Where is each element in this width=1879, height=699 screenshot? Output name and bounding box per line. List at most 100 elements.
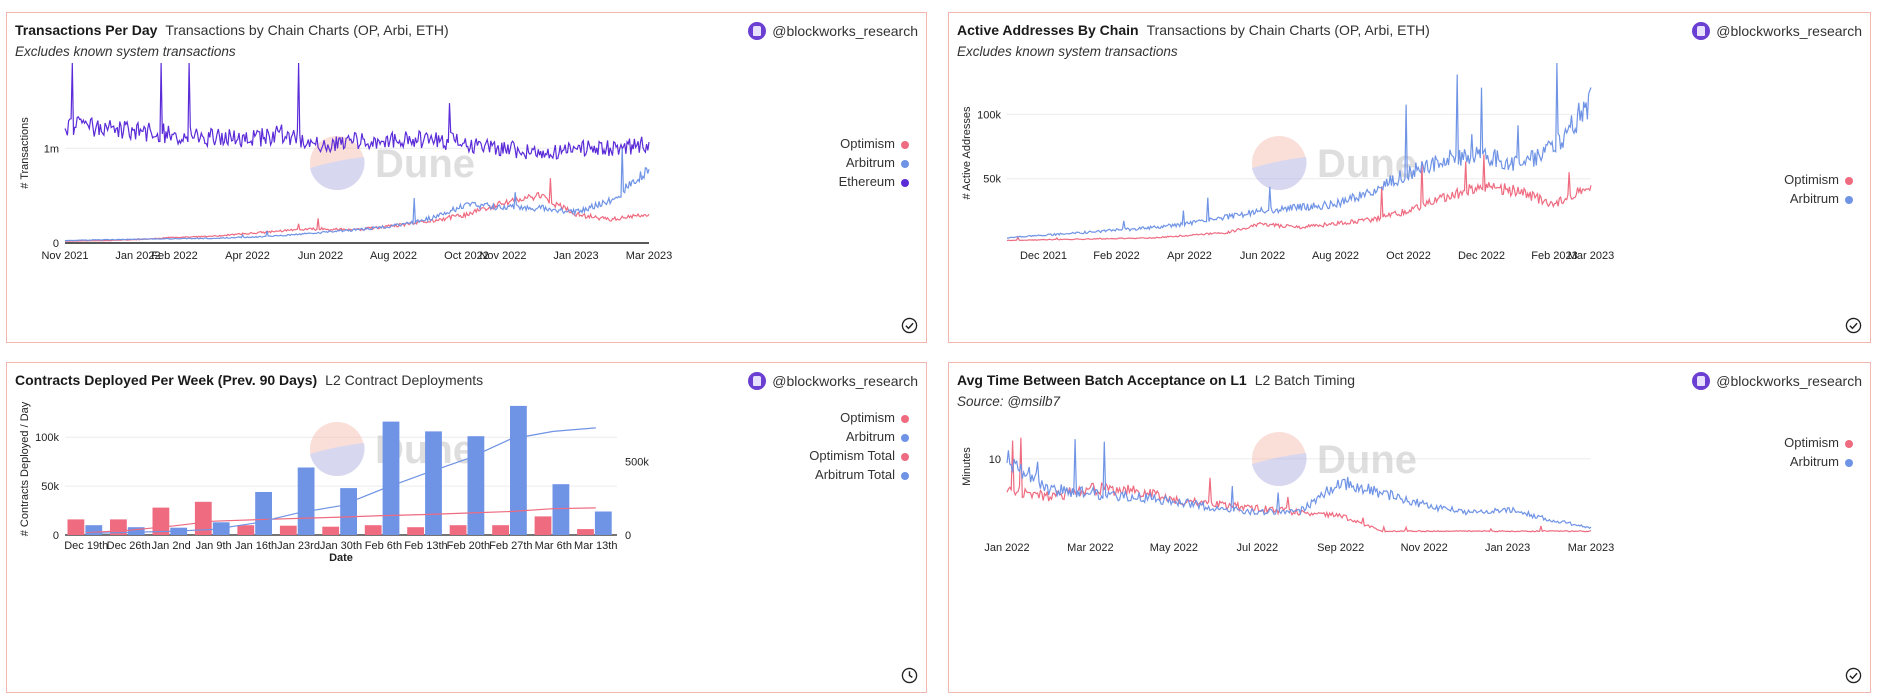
x-tick-label: Mar 2023: [1568, 250, 1614, 262]
author-link[interactable]: @blockworks_research: [1692, 22, 1862, 40]
x-tick-label: Jul 2022: [1236, 542, 1278, 554]
legend-item[interactable]: Arbitrum: [1784, 452, 1853, 471]
dune-watermark-icon: Dune: [310, 422, 475, 477]
legend-label: Optimism: [1784, 435, 1839, 450]
panel-subtitle[interactable]: Transactions by Chain Charts (OP, Arbi, …: [1146, 22, 1430, 38]
y-axis-label: # Contracts Deployed / Day: [19, 401, 31, 536]
author-link[interactable]: @blockworks_research: [748, 372, 918, 390]
watermark-text: Dune: [1317, 438, 1417, 482]
panel-subtitle[interactable]: L2 Contract Deployments: [325, 372, 484, 388]
author-link[interactable]: @blockworks_research: [1692, 372, 1862, 390]
watermark-text: Dune: [375, 142, 475, 186]
panel-subtitle[interactable]: Transactions by Chain Charts (OP, Arbi, …: [165, 22, 449, 38]
legend-item[interactable]: Optimism: [1784, 433, 1853, 452]
clock-icon[interactable]: [901, 667, 918, 684]
author-name[interactable]: @blockworks_research: [1716, 373, 1862, 389]
bar: [67, 519, 85, 535]
chart-panel-active-addresses: Active Addresses By Chain Transactions by…: [948, 12, 1871, 343]
x-tick-label: Jan 23rd: [277, 540, 320, 552]
x-tick-label: Sep 2022: [1317, 542, 1364, 554]
check-circle-icon[interactable]: [1845, 667, 1862, 684]
bar: [237, 525, 255, 535]
y-axis-label: # Transactions: [19, 117, 31, 189]
chart-legend: Optimism Arbitrum: [1784, 433, 1853, 471]
legend-dot-icon: [1845, 176, 1853, 185]
x-tick-label: Feb 6th: [365, 540, 402, 552]
x-tick-label: Jan 2022: [115, 250, 160, 262]
y-tick-label: 1m: [44, 143, 59, 155]
series-line: [1006, 154, 1592, 242]
bar: [534, 516, 552, 535]
series-line: [64, 62, 650, 160]
bar: [340, 488, 357, 535]
y2-tick-label: 500k: [625, 457, 649, 469]
x-tick-label: Mar 2023: [1568, 542, 1614, 554]
x-tick-label: Dec 26th: [107, 540, 151, 552]
legend-item[interactable]: Arbitrum: [839, 153, 909, 172]
legend-item[interactable]: Optimism: [839, 134, 909, 153]
legend-item[interactable]: Optimism: [1784, 170, 1853, 189]
batch-timing-chart: 10 Jan 2022 Mar 2022 May 2022 Jul 2022 Sep 20…: [961, 432, 1614, 554]
x-tick-label: Jan 2022: [984, 542, 1029, 554]
blockworks-logo-icon: [1692, 22, 1711, 40]
total-line: [86, 507, 596, 534]
dune-watermark-icon: Dune: [1252, 136, 1417, 191]
legend-item[interactable]: Ethereum: [839, 172, 909, 191]
legend-label: Optimism: [840, 136, 895, 151]
x-tick-label: Mar 2023: [626, 250, 672, 262]
legend-item[interactable]: Optimism Total: [809, 446, 909, 465]
dune-watermark-icon: Dune: [310, 136, 475, 191]
bar: [594, 511, 612, 535]
panel-header: Active Addresses By Chain Transactions by…: [957, 22, 1430, 38]
legend-label: Optimism Total: [809, 448, 895, 463]
y-tick-label: 0: [53, 238, 59, 250]
author-name[interactable]: @blockworks_research: [772, 373, 918, 389]
x-tick-label: Feb 20th: [447, 540, 490, 552]
y-tick-label: 100k: [977, 109, 1001, 121]
x-tick-label: Oct 2022: [1386, 250, 1431, 262]
panel-title[interactable]: Active Addresses By Chain: [957, 22, 1139, 38]
x-tick-label: Jan 9th: [196, 540, 232, 552]
y-tick-label: 100k: [35, 432, 59, 444]
dune-watermark-icon: Dune: [1252, 432, 1417, 487]
x-tick-label: Jan 2nd: [152, 540, 191, 552]
x-tick-label: Jan 2023: [553, 250, 598, 262]
panel-subtitle[interactable]: L2 Batch Timing: [1254, 372, 1356, 388]
panel-title[interactable]: Contracts Deployed Per Week (Prev. 90 Da…: [15, 372, 318, 388]
check-circle-icon[interactable]: [901, 317, 918, 334]
total-line: [86, 427, 596, 535]
chart-panel-batch-timing: Avg Time Between Batch Acceptance on L1 L…: [948, 362, 1871, 693]
legend-item[interactable]: Arbitrum: [809, 427, 909, 446]
bar: [407, 527, 424, 535]
bar: [127, 527, 145, 535]
legend-item[interactable]: Arbitrum Total: [809, 465, 909, 484]
legend-label: Ethereum: [838, 174, 895, 189]
x-tick-label: Jan 16th: [235, 540, 277, 552]
legend-item[interactable]: Optimism: [809, 408, 909, 427]
author-name[interactable]: @blockworks_research: [1716, 23, 1862, 39]
x-tick-label: Apr 2022: [225, 250, 270, 262]
legend-dot-icon: [901, 452, 909, 461]
panel-title[interactable]: Avg Time Between Batch Acceptance on L1: [957, 372, 1247, 388]
check-circle-icon[interactable]: [1845, 317, 1862, 334]
panel-header: Avg Time Between Batch Acceptance on L1 L…: [957, 372, 1355, 388]
series-line: [1006, 62, 1592, 239]
x-tick-label: Nov 2022: [1401, 542, 1448, 554]
legend-item[interactable]: Arbitrum: [1784, 189, 1853, 208]
x-tick-label: Jan 2023: [1485, 542, 1530, 554]
x-tick-label: Mar 2022: [1067, 542, 1113, 554]
y-axis-label: # Active Addresses: [961, 106, 973, 199]
x-tick-label: Jun 2022: [1240, 250, 1285, 262]
author-link[interactable]: @blockworks_research: [748, 22, 918, 40]
author-name[interactable]: @blockworks_research: [772, 23, 918, 39]
panel-title[interactable]: Transactions Per Day: [15, 22, 158, 38]
x-tick-label: Feb 2023: [1531, 250, 1577, 262]
y-tick-label: 0: [53, 530, 59, 542]
y2-tick-label: 0: [625, 530, 631, 542]
x-tick-label: Mar 13th: [574, 540, 617, 552]
bar: [279, 525, 297, 535]
blockworks-logo-icon: [748, 22, 767, 40]
bar: [552, 484, 570, 535]
bar: [255, 492, 272, 535]
